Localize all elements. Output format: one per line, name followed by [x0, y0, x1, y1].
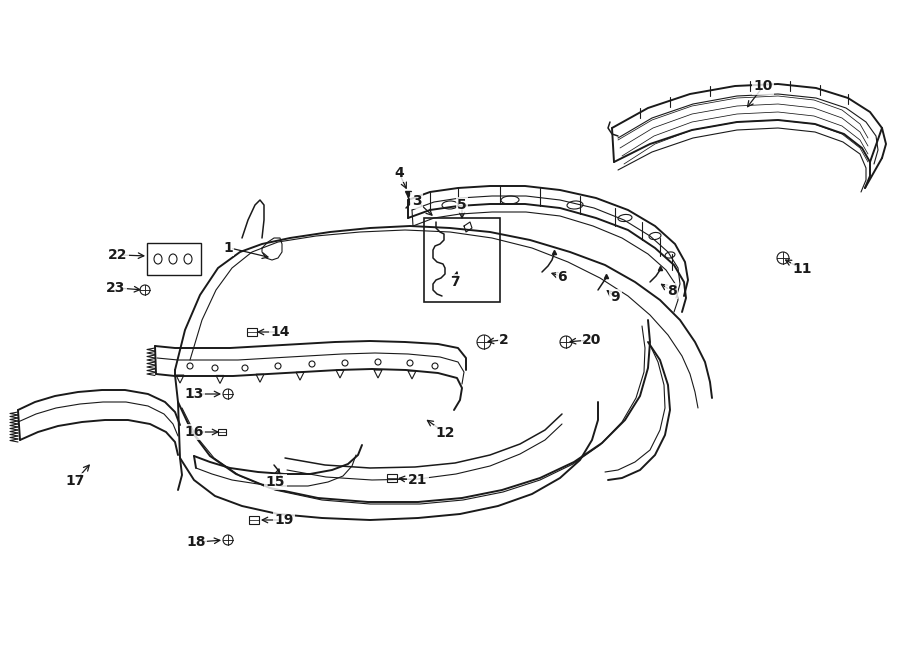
Text: 18: 18	[186, 535, 206, 549]
Text: 12: 12	[436, 426, 455, 440]
Text: 3: 3	[411, 194, 421, 208]
Text: 1: 1	[223, 241, 233, 254]
Bar	[424, 218, 500, 302]
Text: 8: 8	[667, 284, 677, 298]
Text: 14: 14	[270, 325, 290, 339]
Text: 20: 20	[582, 333, 602, 347]
Text: 4: 4	[394, 166, 404, 180]
Text: 13: 13	[184, 387, 203, 401]
Text: 9: 9	[611, 290, 620, 304]
Text: 16: 16	[184, 425, 203, 439]
Text: 11: 11	[792, 262, 812, 276]
Text: 22: 22	[108, 248, 128, 262]
Text: 2: 2	[500, 332, 508, 347]
Text: 23: 23	[106, 281, 126, 295]
Text: 7: 7	[450, 275, 459, 289]
Text: 5: 5	[457, 198, 467, 212]
Text: 6: 6	[557, 270, 567, 284]
Text: 21: 21	[409, 473, 428, 487]
Text: 17: 17	[65, 475, 85, 488]
Text: 10: 10	[753, 79, 773, 93]
Text: 15: 15	[266, 475, 285, 489]
Text: 19: 19	[274, 513, 293, 527]
